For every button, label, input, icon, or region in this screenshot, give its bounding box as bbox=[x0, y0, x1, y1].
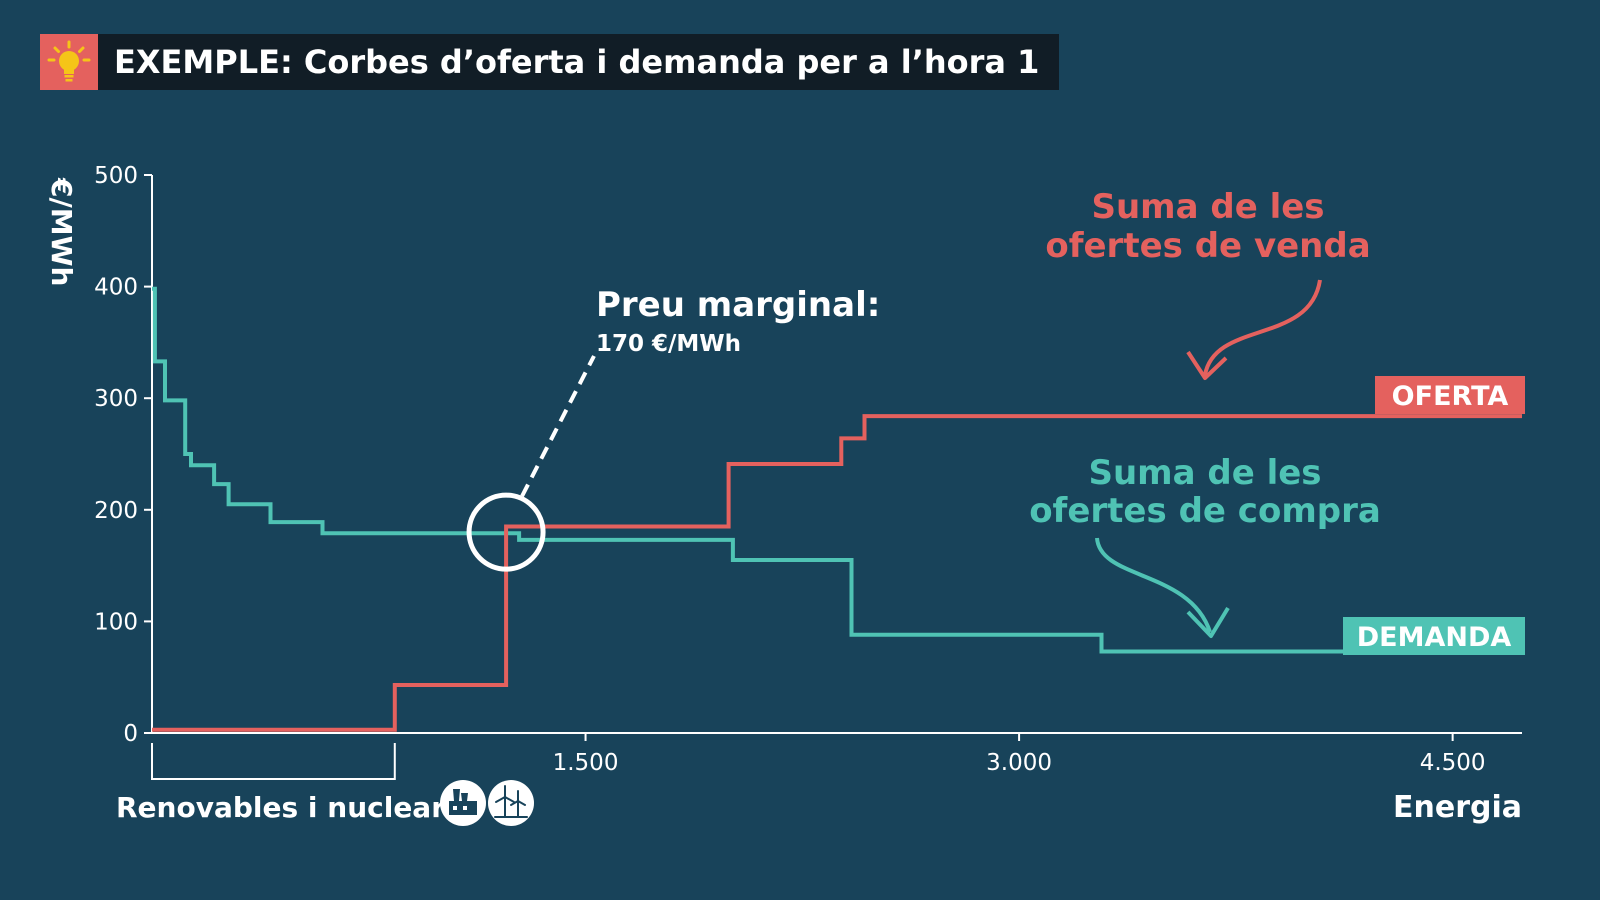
lightbulb-icon bbox=[40, 34, 98, 90]
y-tick-label: 200 bbox=[94, 498, 138, 524]
supply-series-label: OFERTA bbox=[1375, 376, 1525, 414]
page-title: EXEMPLE: Corbes d’oferta i demanda per a… bbox=[98, 34, 1060, 90]
y-tick-label: 0 bbox=[123, 721, 138, 747]
demand-series-line bbox=[152, 286, 1522, 654]
supply-series-line bbox=[152, 414, 1522, 732]
x-tick-label: 4.500 bbox=[1420, 750, 1486, 776]
y-tick-label: 500 bbox=[94, 163, 138, 189]
svg-text:DEMANDA: DEMANDA bbox=[1357, 622, 1512, 653]
title-bar: EXEMPLE: Corbes d’oferta i demanda per a… bbox=[40, 34, 1060, 90]
marginal-price-value: 170 €/MWh bbox=[596, 331, 741, 357]
marginal-price-title: Preu marginal: bbox=[596, 285, 880, 325]
x-tick-label: 3.000 bbox=[986, 750, 1052, 776]
renewables-bracket bbox=[151, 743, 396, 780]
y-tick-label: 300 bbox=[94, 386, 138, 412]
supply-note-arrowhead bbox=[1186, 350, 1228, 380]
y-tick-label: 100 bbox=[94, 609, 138, 635]
demand-note-arrow bbox=[1095, 537, 1212, 633]
supply-note-line2: ofertes de venda bbox=[1045, 226, 1370, 266]
x-ticks: 1.500 3.000 4.500 bbox=[553, 733, 1486, 776]
y-ticks: 0 100 200 300 400 500 bbox=[94, 163, 152, 747]
supply-note-line1: Suma de les bbox=[1091, 187, 1324, 227]
demand-note-arrowhead bbox=[1186, 606, 1230, 638]
x-axis-label: Energia bbox=[1393, 790, 1522, 825]
nuclear-plant-icon bbox=[440, 780, 486, 826]
wind-turbine-icon bbox=[488, 780, 534, 826]
svg-text:OFERTA: OFERTA bbox=[1392, 381, 1509, 412]
marginal-price-leader bbox=[520, 355, 596, 498]
demand-series-label: DEMANDA bbox=[1343, 617, 1525, 655]
y-tick-label: 400 bbox=[94, 275, 138, 301]
demand-note-line2: ofertes de compra bbox=[1029, 491, 1381, 531]
supply-note-arrow bbox=[1203, 279, 1322, 376]
y-axis-label: €/MWh bbox=[45, 177, 78, 286]
marginal-price-circle bbox=[466, 492, 546, 572]
x-tick-label: 1.500 bbox=[553, 750, 619, 776]
renewables-label: Renovables i nuclear bbox=[116, 791, 445, 824]
demand-note-line1: Suma de les bbox=[1088, 453, 1321, 493]
